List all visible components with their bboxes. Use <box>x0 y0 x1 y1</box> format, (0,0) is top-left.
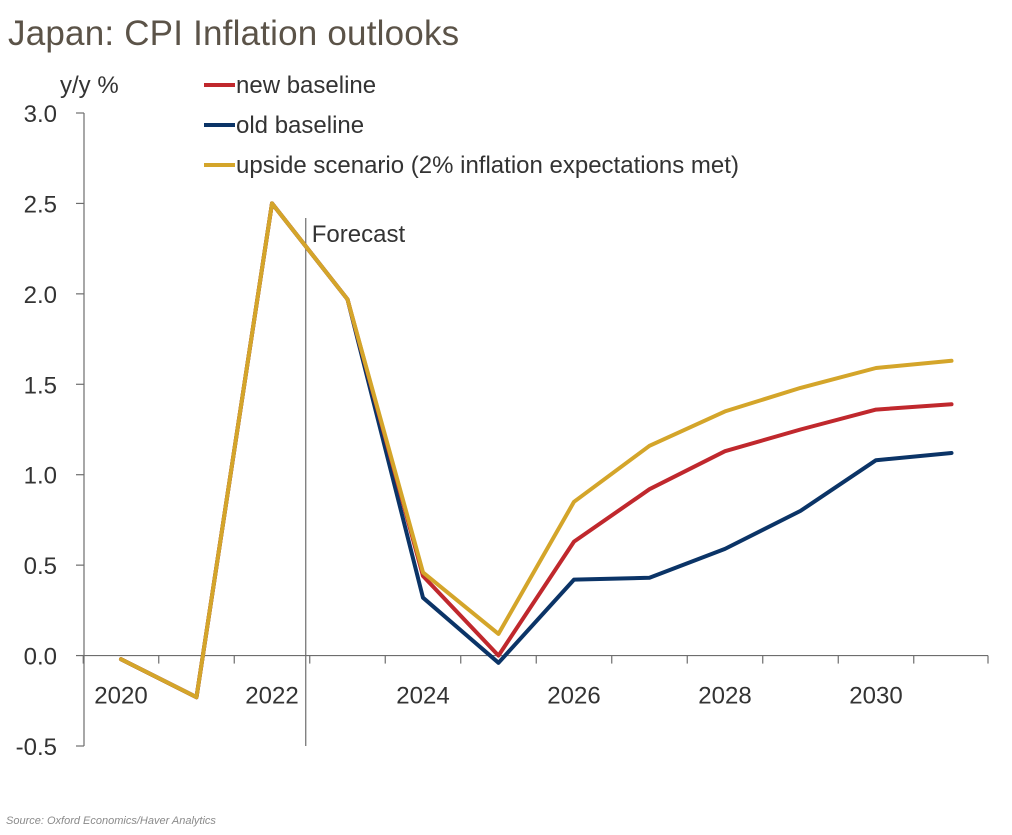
y-tick-label: -0.5 <box>16 734 57 761</box>
x-tick-label: 2020 <box>94 683 147 710</box>
legend-label: old baseline <box>236 112 364 139</box>
axes: -0.5 0.0 0.5 1.0 1.5 2.0 2.5 3.0y/y % 2020 2022 20… <box>16 72 989 761</box>
x-tick-label: 2022 <box>245 683 298 710</box>
chart-title: Japan: CPI Inflation outlooks <box>8 14 460 53</box>
forecast-label: Forecast <box>312 221 406 248</box>
x-tick-label: 2030 <box>849 683 902 710</box>
y-tick-label: 1.0 <box>24 463 57 490</box>
legend: new baseline old baseline upside scenario … <box>204 72 739 179</box>
legend-label: new baseline <box>236 72 376 99</box>
source-note: Source: Oxford Economics/Haver Analytics <box>6 815 216 827</box>
y-tick-label: 3.0 <box>24 101 57 128</box>
series-line-upside <box>119 201 954 700</box>
y-tick-label: 0.0 <box>24 644 57 671</box>
y-axis-label: y/y % <box>60 72 119 99</box>
forecast-marker: Forecast <box>305 218 406 746</box>
series-lines <box>119 201 954 700</box>
x-tick-label: 2024 <box>396 683 449 710</box>
y-tick-label: 0.5 <box>24 553 57 580</box>
series-line-old <box>119 201 954 700</box>
y-tick-label: 2.5 <box>24 191 57 218</box>
y-tick-label: 2.0 <box>24 282 57 309</box>
x-tick-label: 2026 <box>547 683 600 710</box>
x-tick-label: 2028 <box>698 683 751 710</box>
y-tick-label: 1.5 <box>24 372 57 399</box>
legend-label: upside scenario (2% inflation expectatio… <box>236 152 739 179</box>
